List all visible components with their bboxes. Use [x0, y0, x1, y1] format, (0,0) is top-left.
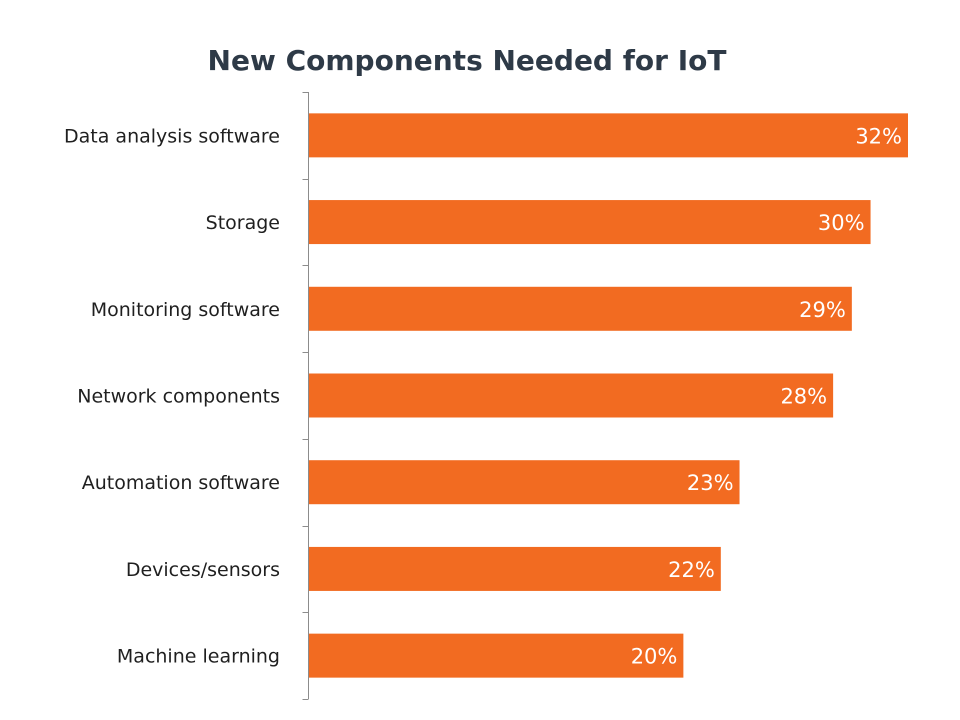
category-label: Data analysis software	[64, 125, 280, 147]
category-labels: Data analysis software Storage Monitoring …	[64, 125, 280, 667]
category-label: Network components	[77, 386, 280, 408]
bar	[309, 286, 852, 331]
bar	[309, 633, 684, 678]
data-label: 28%	[780, 385, 827, 409]
category-label: Automation software	[82, 472, 280, 494]
category-label: Monitoring software	[91, 299, 280, 321]
bar	[309, 460, 740, 505]
category-label: Machine learning	[117, 646, 280, 668]
bar	[309, 373, 834, 418]
chart-title: New Components Needed for IoT	[208, 44, 727, 77]
category-label: Devices/sensors	[126, 559, 280, 581]
data-label: 30%	[818, 211, 865, 235]
bar	[309, 546, 721, 591]
bar	[309, 200, 871, 245]
category-axis	[302, 92, 309, 700]
data-label: 23%	[687, 471, 734, 495]
data-label: 32%	[855, 124, 902, 148]
category-label: Storage	[206, 212, 280, 234]
data-label: 22%	[668, 558, 715, 582]
data-label: 29%	[799, 298, 846, 322]
data-label: 20%	[631, 645, 678, 669]
bar-series: 32% 30% 29% 28% 23% 22% 20%	[309, 113, 908, 678]
bar	[309, 113, 908, 158]
